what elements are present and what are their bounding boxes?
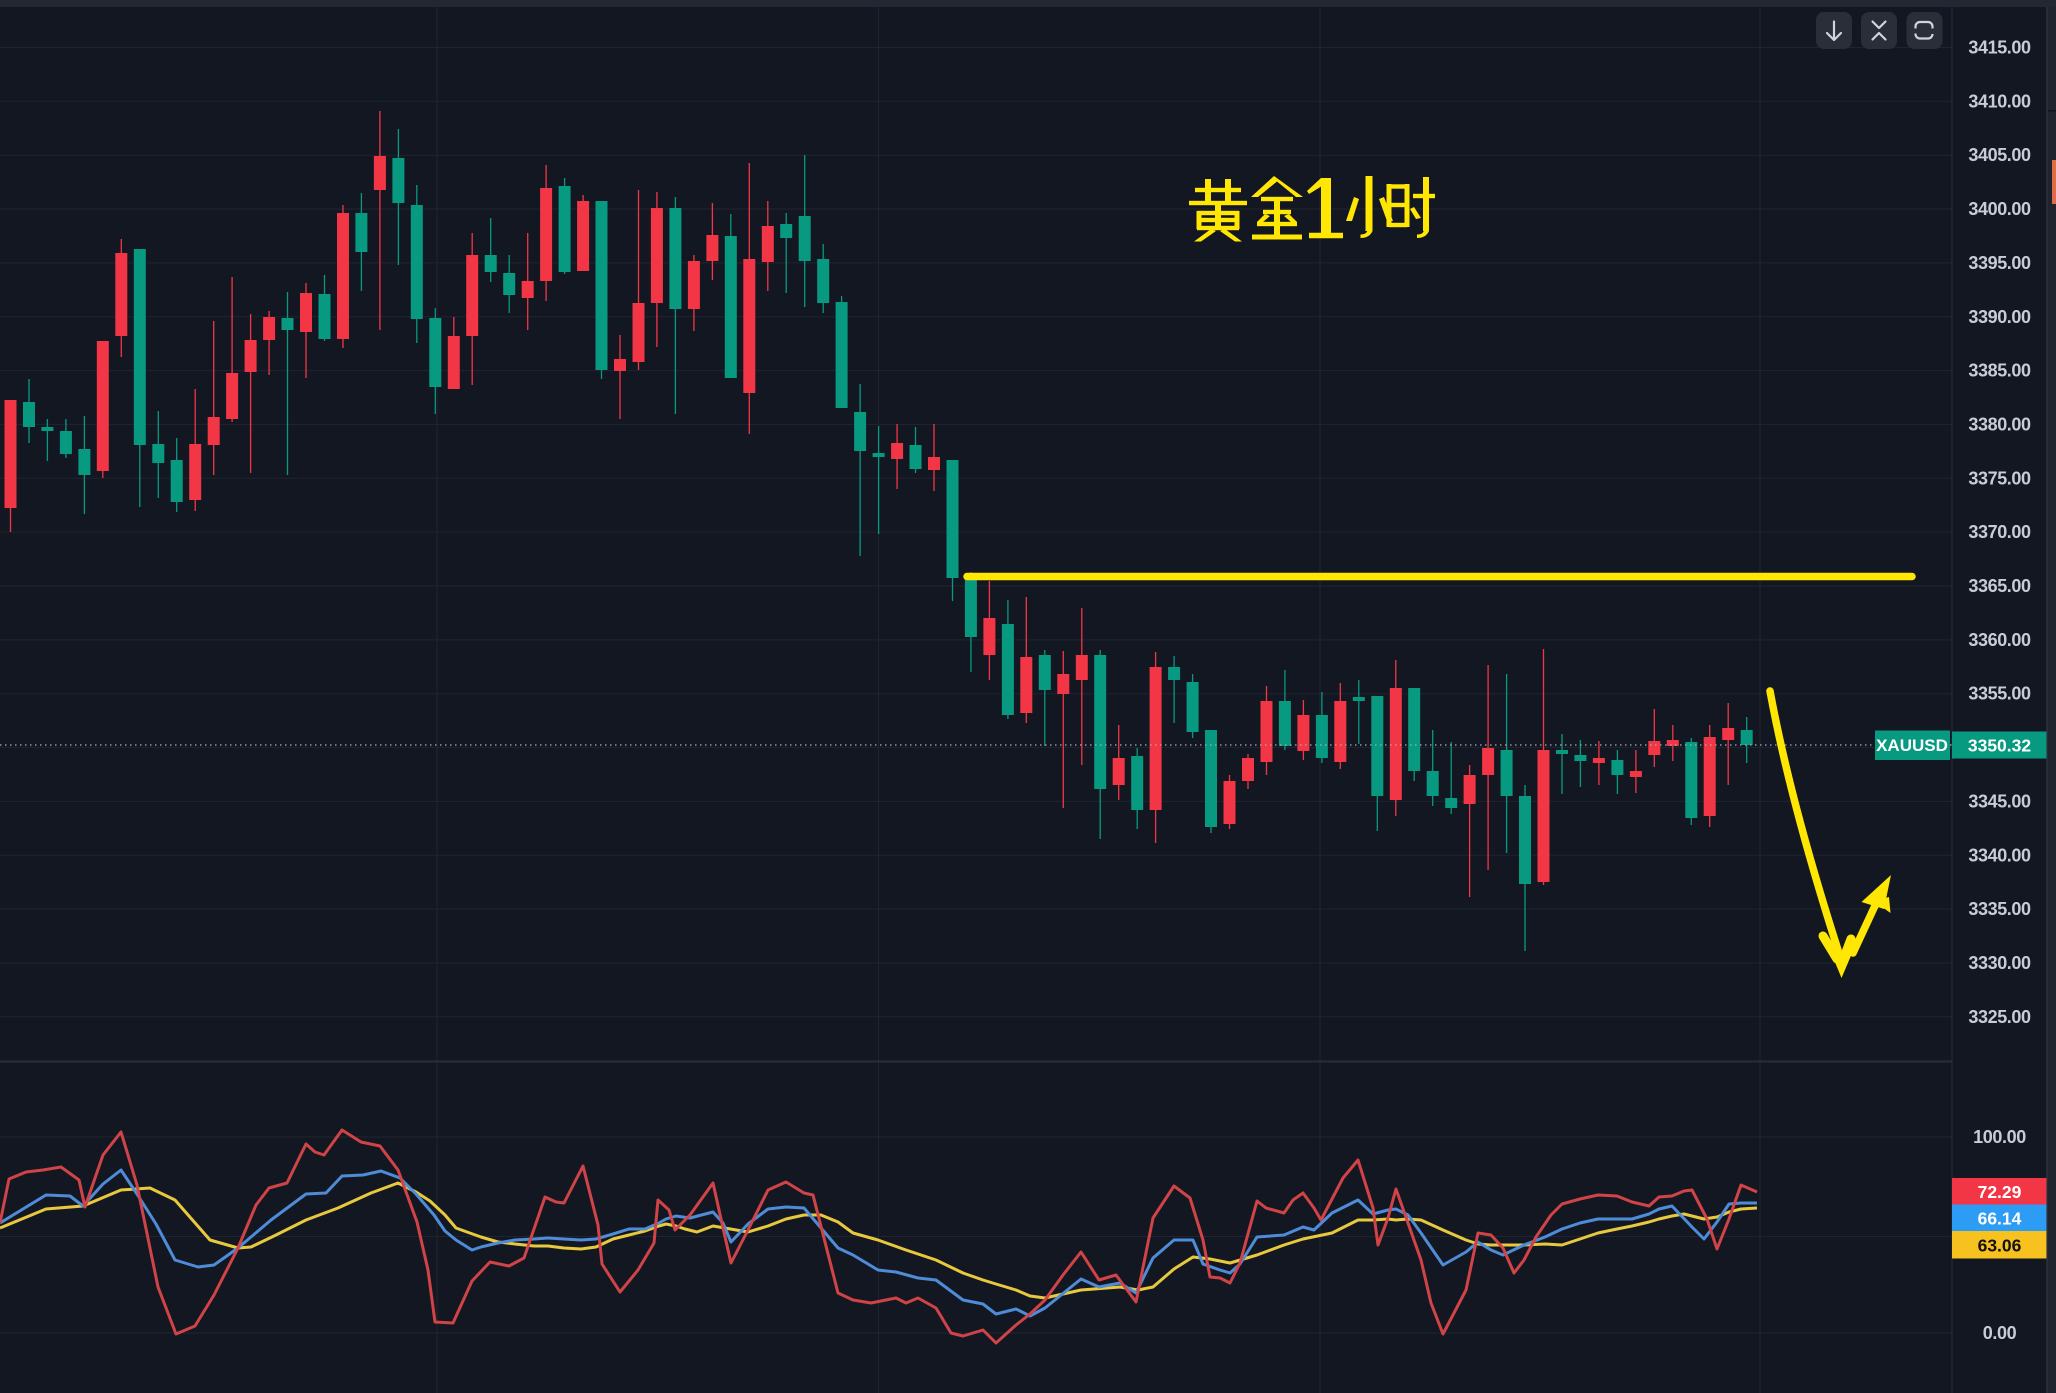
svg-text:3355.00: 3355.00: [1968, 684, 2031, 704]
svg-text:3380.00: 3380.00: [1968, 414, 2031, 434]
svg-text:3350.32: 3350.32: [1968, 736, 2032, 756]
svg-text:3370.00: 3370.00: [1968, 522, 2031, 542]
svg-text:3385.00: 3385.00: [1968, 361, 2031, 381]
svg-text:XAUUSD: XAUUSD: [1876, 736, 1948, 755]
svg-text:3400.00: 3400.00: [1968, 199, 2031, 219]
svg-text:72.29: 72.29: [1978, 1182, 2022, 1202]
svg-text:63.06: 63.06: [1978, 1236, 2022, 1256]
svg-text:3375.00: 3375.00: [1968, 468, 2031, 488]
svg-text:3410.00: 3410.00: [1968, 91, 2031, 111]
svg-text:3325.00: 3325.00: [1968, 1007, 2031, 1027]
svg-text:3340.00: 3340.00: [1968, 845, 2031, 865]
svg-text:3365.00: 3365.00: [1968, 576, 2031, 596]
svg-text:3395.00: 3395.00: [1968, 253, 2031, 273]
svg-text:3390.00: 3390.00: [1968, 307, 2031, 327]
svg-text:3405.00: 3405.00: [1968, 145, 2031, 165]
svg-text:0.00: 0.00: [1983, 1323, 2017, 1343]
svg-text:3330.00: 3330.00: [1968, 953, 2031, 973]
svg-text:3335.00: 3335.00: [1968, 899, 2031, 919]
svg-text:66.14: 66.14: [1978, 1209, 2022, 1229]
svg-text:3360.00: 3360.00: [1968, 630, 2031, 650]
svg-text:3415.00: 3415.00: [1968, 38, 2031, 58]
svg-text:100.00: 100.00: [1973, 1127, 2026, 1147]
svg-text:3345.00: 3345.00: [1968, 791, 2031, 811]
